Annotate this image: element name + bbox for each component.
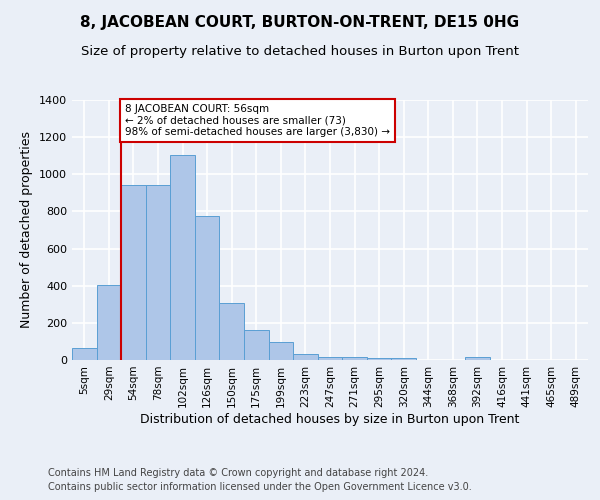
Text: Size of property relative to detached houses in Burton upon Trent: Size of property relative to detached ho… <box>81 45 519 58</box>
Text: 8, JACOBEAN COURT, BURTON-ON-TRENT, DE15 0HG: 8, JACOBEAN COURT, BURTON-ON-TRENT, DE15… <box>80 15 520 30</box>
Bar <box>121 184 146 360</box>
Bar <box>293 354 318 360</box>
Bar <box>72 348 97 360</box>
Bar <box>146 184 170 360</box>
Bar <box>170 155 195 360</box>
Text: 8 JACOBEAN COURT: 56sqm
← 2% of detached houses are smaller (73)
98% of semi-det: 8 JACOBEAN COURT: 56sqm ← 2% of detached… <box>125 104 390 137</box>
Bar <box>342 356 367 360</box>
Bar <box>220 304 244 360</box>
Bar <box>391 358 416 360</box>
Bar <box>367 358 391 360</box>
Bar <box>269 342 293 360</box>
Bar <box>244 330 269 360</box>
Text: Contains public sector information licensed under the Open Government Licence v3: Contains public sector information licen… <box>48 482 472 492</box>
Bar <box>318 356 342 360</box>
Bar <box>97 285 121 360</box>
Bar <box>195 216 220 360</box>
X-axis label: Distribution of detached houses by size in Burton upon Trent: Distribution of detached houses by size … <box>140 412 520 426</box>
Text: Contains HM Land Registry data © Crown copyright and database right 2024.: Contains HM Land Registry data © Crown c… <box>48 468 428 477</box>
Bar <box>465 356 490 360</box>
Y-axis label: Number of detached properties: Number of detached properties <box>20 132 34 328</box>
